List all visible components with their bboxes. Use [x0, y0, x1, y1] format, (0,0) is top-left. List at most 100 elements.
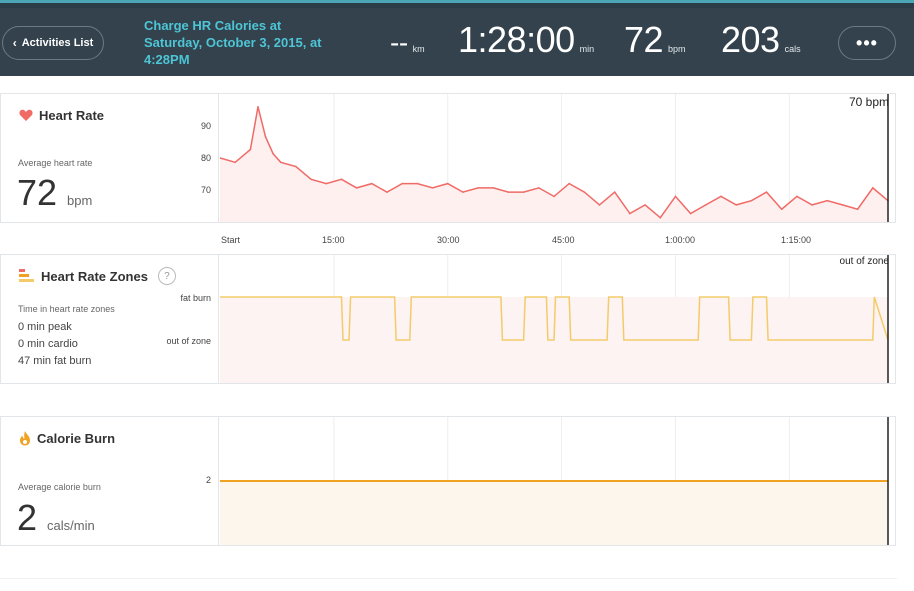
- calories-stat: 203 cals: [721, 19, 801, 61]
- calorie-chart-svg: [220, 417, 889, 545]
- flame-icon: [20, 431, 30, 446]
- x-tick-75: 1:15:00: [781, 235, 812, 245]
- activities-list-button[interactable]: ‹ Activities List: [2, 26, 104, 60]
- avg-heart-rate-value: 72: [17, 172, 58, 213]
- distance-unit: km: [412, 44, 425, 54]
- heart-rate-info: Heart Rate Average heart rate 72 bpm 90 …: [1, 94, 219, 222]
- hr-cursor-readout: 70 bpm: [849, 95, 889, 109]
- avg-calorie-label: Average calorie burn: [18, 482, 101, 492]
- hr-point: [568, 182, 570, 185]
- heart-rate-chart-svg: [219, 94, 889, 222]
- zones-y-fat-burn: fat burn: [180, 293, 211, 303]
- hr-point: [674, 195, 677, 198]
- zones-title-row: Heart Rate Zones ?: [19, 267, 176, 285]
- hr-point: [780, 208, 783, 210]
- hr-point: [826, 199, 829, 202]
- calorie-y-tick-2: 2: [205, 475, 211, 485]
- hr-point: [659, 216, 662, 219]
- hr-point: [416, 182, 419, 185]
- calorie-info: Calorie Burn Average calorie burn 2 cals…: [1, 417, 219, 545]
- zone-peak: 0 min peak: [18, 321, 72, 333]
- hr-point: [264, 135, 267, 138]
- hr-point: [477, 187, 479, 189]
- hr-point: [644, 204, 646, 206]
- hr-point: [735, 204, 737, 206]
- hr-point: [507, 191, 510, 193]
- duration-value: 1:28:00: [458, 19, 575, 60]
- hr-point: [583, 191, 586, 193]
- zones-help-icon[interactable]: ?: [157, 267, 176, 285]
- hr-point: [234, 161, 236, 164]
- hr-point: [219, 157, 221, 159]
- heart-rate-value: 72: [624, 19, 664, 60]
- zones-info: Heart Rate Zones ? Time in heart rate zo…: [1, 255, 219, 383]
- avg-heart-rate-label: Average heart rate: [18, 158, 93, 168]
- avg-heart-rate: 72 bpm: [17, 172, 92, 214]
- hr-point: [629, 212, 631, 215]
- top-accent-bar: [0, 0, 914, 3]
- heart-rate-title: Heart Rate: [39, 108, 105, 123]
- hr-point: [689, 212, 692, 215]
- hr-point: [538, 187, 540, 189]
- hr-point: [295, 165, 297, 168]
- calories-value: 203: [721, 19, 780, 60]
- heart-rate-panel: Heart Rate Average heart rate 72 bpm 90 …: [0, 93, 896, 223]
- heart-rate-stat: 72 bpm: [624, 19, 686, 61]
- hr-point: [553, 195, 555, 198]
- hr-point: [462, 191, 464, 193]
- zones-time-label: Time in heart rate zones: [18, 304, 115, 314]
- heart-rate-chart[interactable]: 70 bpm: [219, 94, 895, 222]
- more-options-button[interactable]: •••: [838, 26, 896, 60]
- cal-area: [220, 481, 888, 545]
- heart-icon: [19, 109, 33, 121]
- hr-point: [272, 152, 274, 155]
- hr-point: [856, 208, 859, 210]
- heart-rate-unit: bpm: [668, 44, 686, 54]
- zones-cursor-readout: out of zone: [839, 256, 889, 267]
- hr-point: [325, 182, 328, 185]
- x-tick-30: 30:00: [437, 235, 460, 245]
- heart-rate-title-row: Heart Rate: [19, 108, 104, 123]
- avg-calorie-value: 2: [17, 497, 38, 538]
- duration-stat: 1:28:00 min: [458, 19, 594, 61]
- page-scrollbar[interactable]: [897, 76, 914, 591]
- x-tick-15: 15:00: [322, 235, 345, 245]
- hr-point: [872, 187, 874, 189]
- hr-point: [355, 187, 358, 189]
- hr-y-tick-80: 80: [200, 153, 211, 163]
- avg-calorie: 2 cals/min: [17, 497, 95, 539]
- zones-bars-icon: [19, 269, 34, 282]
- hr-point: [257, 106, 259, 108]
- hr-point: [705, 204, 707, 206]
- calorie-title-row: Calorie Burn: [19, 431, 115, 446]
- hr-point: [386, 191, 388, 193]
- hr-point: [401, 182, 403, 185]
- hr-y-tick-70: 70: [200, 185, 211, 195]
- hr-point: [446, 182, 449, 185]
- hr-point: [598, 204, 601, 206]
- calorie-title: Calorie Burn: [37, 431, 116, 446]
- activity-title: Charge HR Calories at Saturday, October …: [144, 18, 322, 67]
- zones-y-out-of-zone: out of zone: [166, 336, 211, 346]
- calorie-chart[interactable]: [220, 417, 895, 545]
- x-tick-45: 45:00: [552, 235, 575, 245]
- hr-point: [811, 204, 813, 206]
- distance-value: --: [390, 27, 408, 58]
- hr-cursor-value: 70 bpm: [848, 95, 889, 109]
- chevron-left-icon: ‹: [12, 36, 17, 50]
- hr-point: [340, 178, 343, 181]
- x-tick-start: Start: [221, 235, 241, 245]
- top-strip: [0, 0, 914, 8]
- zones-chart[interactable]: out of zone: [220, 255, 895, 383]
- distance-stat: -- km: [390, 27, 425, 59]
- hr-point: [310, 178, 312, 181]
- zones-chart-svg: [220, 255, 889, 383]
- hr-point: [522, 191, 525, 193]
- zone-series-line: [220, 296, 889, 341]
- activity-header: ‹ Activities List Charge HR Calories at …: [0, 8, 914, 76]
- hr-point: [613, 191, 616, 193]
- activities-list-label: Activities List: [21, 37, 94, 49]
- hr-point: [841, 204, 844, 206]
- hr-area: [220, 106, 888, 222]
- hr-point: [249, 148, 252, 151]
